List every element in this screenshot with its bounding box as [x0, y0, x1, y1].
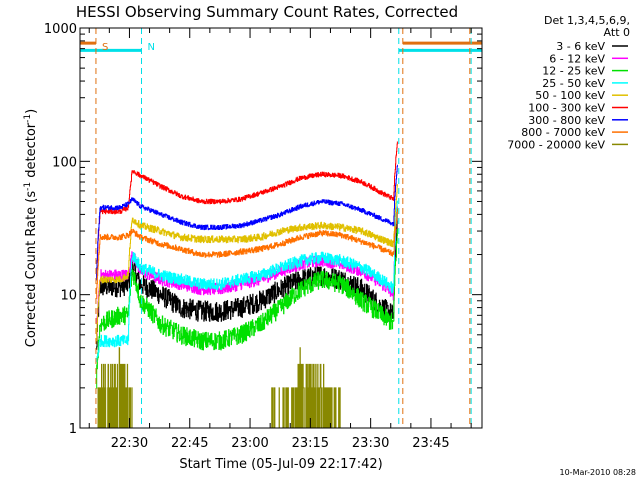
x-tick-label-3: 23:15 — [292, 436, 329, 451]
x-tick-label-2: 23:00 — [231, 436, 268, 451]
plot-frame — [79, 27, 483, 429]
y-tick-label-2: 100 — [52, 155, 77, 170]
legend-label-6: 300 - 800 keV — [528, 114, 605, 127]
legend-label-1: 6 - 12 keV — [549, 52, 605, 65]
series-line-2 — [96, 229, 398, 389]
legend-label-4: 50 - 100 keV — [535, 89, 605, 102]
y-axis-label: Corrected Count Rate (s-1 detector-1) — [23, 109, 39, 347]
legend-header-2: Att 0 — [604, 26, 630, 39]
legend-header-1: Det 1,3,4,5,6,9, — [544, 14, 630, 27]
series-layer — [96, 141, 398, 429]
series-line-7 — [96, 208, 398, 299]
legend-label-2: 12 - 25 keV — [542, 65, 605, 78]
x-tick-label-5: 23:45 — [412, 436, 449, 451]
y-tick-label-1: 10 — [60, 289, 77, 304]
y-tick-label-3: 1000 — [44, 22, 77, 37]
series-line-6 — [96, 164, 398, 281]
x-axis-label: Start Time (05-Jul-09 22:17:42) — [179, 457, 382, 472]
legend-label-3: 25 - 50 keV — [542, 77, 605, 90]
axis-layer: 1 10 100 1000 22:30 22:45 23:00 23:15 23:30 23:45 — [44, 22, 482, 451]
legend-label-7: 800 - 7000 keV — [521, 126, 605, 139]
footer-timestamp: 10-Mar-2010 08:28 — [560, 468, 637, 477]
chart-title: HESSI Observing Summary Count Rates, Cor… — [76, 3, 458, 21]
y-tick-label-0: 1 — [69, 422, 77, 437]
annotation-n: N — [148, 42, 155, 53]
series-line-5 — [96, 141, 398, 281]
legend-label-0: 3 - 6 keV — [556, 40, 605, 53]
x-tick-label-0: 22:30 — [111, 436, 148, 451]
legend-label-5: 100 - 300 keV — [528, 102, 605, 115]
legend-label-8: 7000 - 20000 keV — [507, 138, 605, 151]
series-line-3 — [96, 200, 398, 363]
annotation-s: S — [102, 42, 108, 53]
series-line-4 — [96, 184, 398, 342]
x-tick-label-1: 22:45 — [171, 436, 208, 451]
x-tick-label-4: 23:30 — [352, 436, 389, 451]
